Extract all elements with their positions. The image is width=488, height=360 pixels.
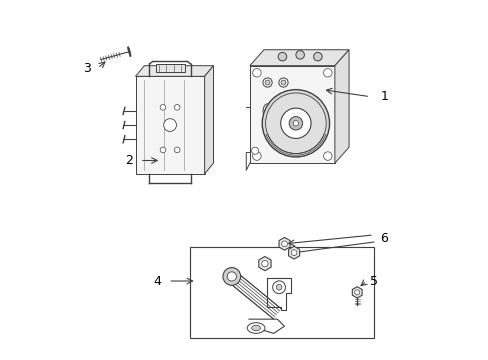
Ellipse shape (247, 323, 264, 333)
Circle shape (278, 53, 286, 61)
Polygon shape (204, 66, 213, 174)
Circle shape (354, 290, 359, 295)
Circle shape (252, 152, 261, 160)
Ellipse shape (251, 325, 260, 331)
Circle shape (227, 272, 236, 281)
Circle shape (280, 108, 310, 139)
Polygon shape (288, 246, 299, 259)
Circle shape (323, 152, 331, 160)
Polygon shape (334, 50, 348, 163)
Circle shape (163, 119, 176, 131)
Polygon shape (249, 50, 348, 66)
Circle shape (313, 53, 322, 61)
Polygon shape (351, 287, 362, 298)
Circle shape (265, 93, 325, 154)
Text: 6: 6 (380, 232, 387, 245)
Circle shape (263, 78, 272, 87)
Circle shape (262, 90, 329, 157)
Text: 5: 5 (369, 275, 377, 288)
Text: 2: 2 (125, 154, 133, 167)
Circle shape (252, 68, 261, 77)
Bar (249, 66, 334, 163)
Circle shape (264, 80, 269, 85)
Circle shape (174, 147, 180, 153)
Circle shape (272, 281, 285, 294)
Bar (189, 247, 373, 338)
Bar (135, 76, 204, 174)
Text: 1: 1 (380, 90, 387, 103)
Polygon shape (279, 238, 289, 250)
Bar (155, 64, 184, 72)
Circle shape (223, 267, 240, 285)
Text: 3: 3 (82, 62, 91, 75)
Text: 4: 4 (153, 275, 161, 288)
Circle shape (293, 121, 298, 126)
Circle shape (281, 80, 285, 85)
Polygon shape (258, 257, 270, 271)
Circle shape (291, 250, 296, 256)
Circle shape (276, 284, 282, 290)
Circle shape (323, 68, 331, 77)
Circle shape (281, 241, 287, 247)
Circle shape (278, 78, 287, 87)
Circle shape (288, 117, 302, 130)
Ellipse shape (263, 104, 271, 118)
Polygon shape (135, 66, 213, 76)
Circle shape (295, 51, 304, 59)
Circle shape (261, 260, 267, 267)
Circle shape (251, 147, 258, 154)
Circle shape (174, 104, 180, 110)
Circle shape (160, 147, 165, 153)
Circle shape (160, 104, 165, 110)
